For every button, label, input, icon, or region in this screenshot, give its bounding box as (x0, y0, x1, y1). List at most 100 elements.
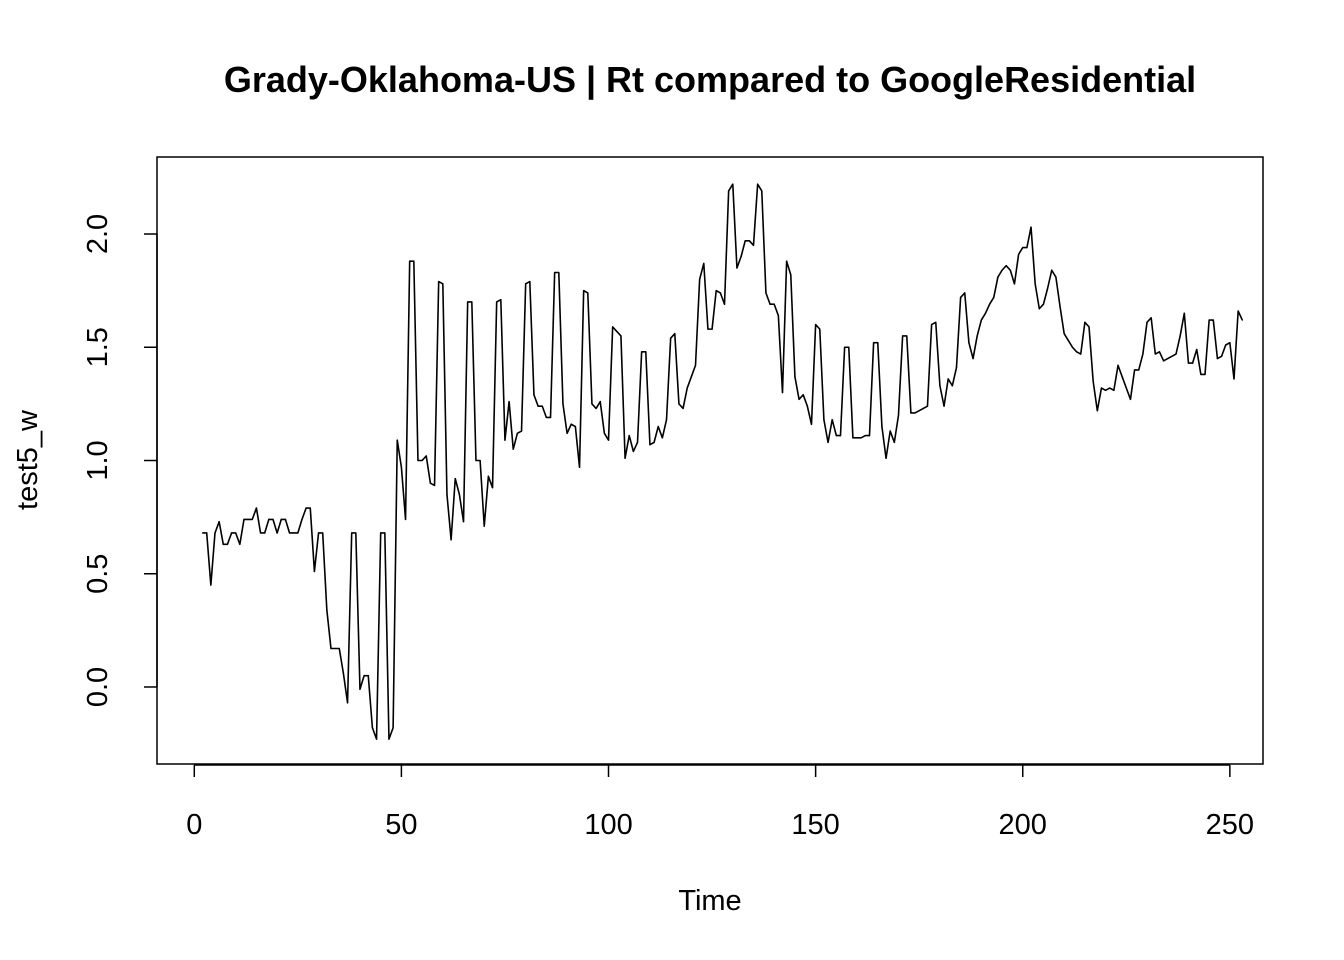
data-point (748, 240, 750, 242)
data-point (1042, 303, 1045, 305)
y-axis-label: test5_w (12, 409, 44, 510)
data-point (317, 532, 320, 534)
data-point (1051, 269, 1053, 271)
data-point (1241, 319, 1243, 321)
data-point (247, 518, 249, 520)
data-point (657, 425, 659, 428)
data-point (765, 292, 767, 294)
data-point (935, 321, 937, 323)
data-point (1196, 348, 1198, 351)
data-point (964, 292, 966, 294)
data-point (442, 283, 444, 285)
data-point (628, 434, 630, 437)
series-line-test5_w (202, 183, 1244, 740)
data-point (823, 419, 825, 421)
data-point (508, 401, 510, 403)
data-point (334, 647, 336, 650)
data-point (367, 675, 369, 677)
data-point (264, 532, 266, 534)
data-point (786, 260, 788, 262)
data-point (902, 335, 904, 337)
data-point (1038, 308, 1040, 310)
data-point (715, 290, 717, 292)
data-point (922, 407, 924, 410)
data-point (400, 466, 402, 468)
data-point (467, 301, 469, 303)
data-point (280, 518, 282, 520)
data-point (707, 328, 709, 330)
data-point (363, 675, 365, 677)
data-point (757, 183, 759, 185)
data-point (1034, 283, 1036, 285)
data-point (1179, 335, 1181, 337)
x-tick-label: 50 (385, 809, 417, 841)
data-point (409, 260, 411, 262)
x-tick-label: 250 (1206, 809, 1254, 841)
data-point (993, 296, 995, 299)
data-point (1204, 373, 1206, 376)
data-point (815, 324, 817, 326)
data-point (1067, 339, 1069, 342)
data-point (384, 532, 386, 534)
data-point (471, 301, 473, 303)
data-point (297, 532, 299, 534)
data-point (984, 312, 987, 314)
data-point (736, 267, 738, 269)
data-point (487, 475, 489, 477)
data-point (1183, 312, 1185, 314)
data-point (545, 416, 547, 419)
data-point (802, 394, 804, 396)
data-point (1187, 362, 1190, 364)
data-point (1237, 310, 1239, 312)
series-points (201, 183, 1243, 740)
data-point (885, 457, 887, 459)
data-point (1175, 353, 1177, 355)
data-point (678, 403, 680, 405)
data-point (512, 448, 514, 450)
data-point (723, 303, 726, 305)
x-tick-label: 100 (584, 809, 632, 841)
data-point (375, 738, 378, 740)
data-point (533, 394, 535, 396)
data-point (790, 274, 792, 276)
data-point (1125, 387, 1127, 389)
data-point (769, 303, 771, 305)
data-point (483, 525, 485, 527)
data-point (525, 283, 527, 285)
data-point (636, 441, 639, 443)
data-point (1047, 287, 1049, 289)
data-point (276, 532, 278, 534)
data-point (504, 439, 506, 441)
data-point (972, 357, 974, 360)
plot-frame (156, 156, 1264, 765)
data-point (1026, 247, 1028, 249)
data-point (235, 532, 237, 534)
data-point (1142, 353, 1144, 355)
data-point (218, 521, 220, 523)
data-point (827, 441, 829, 443)
data-point (806, 405, 808, 407)
y-tick-label: 0.0 (82, 667, 114, 707)
data-point (951, 385, 953, 387)
data-point (939, 385, 941, 387)
data-point (1022, 247, 1024, 249)
data-point (661, 437, 663, 439)
data-point (1084, 321, 1086, 323)
data-point (210, 584, 212, 586)
x-axis-label: Time (678, 885, 741, 917)
data-point (438, 280, 440, 283)
data-point (860, 437, 862, 439)
data-point (1117, 364, 1119, 366)
data-point (848, 346, 850, 348)
data-point (607, 439, 610, 441)
data-point (541, 405, 543, 407)
data-point (728, 190, 730, 192)
data-point (1212, 319, 1214, 321)
data-point (570, 423, 572, 425)
data-point (346, 702, 349, 704)
data-point (1146, 321, 1148, 323)
data-point (417, 459, 419, 462)
data-point (620, 335, 622, 337)
data-point (777, 314, 779, 317)
data-point (881, 425, 883, 428)
